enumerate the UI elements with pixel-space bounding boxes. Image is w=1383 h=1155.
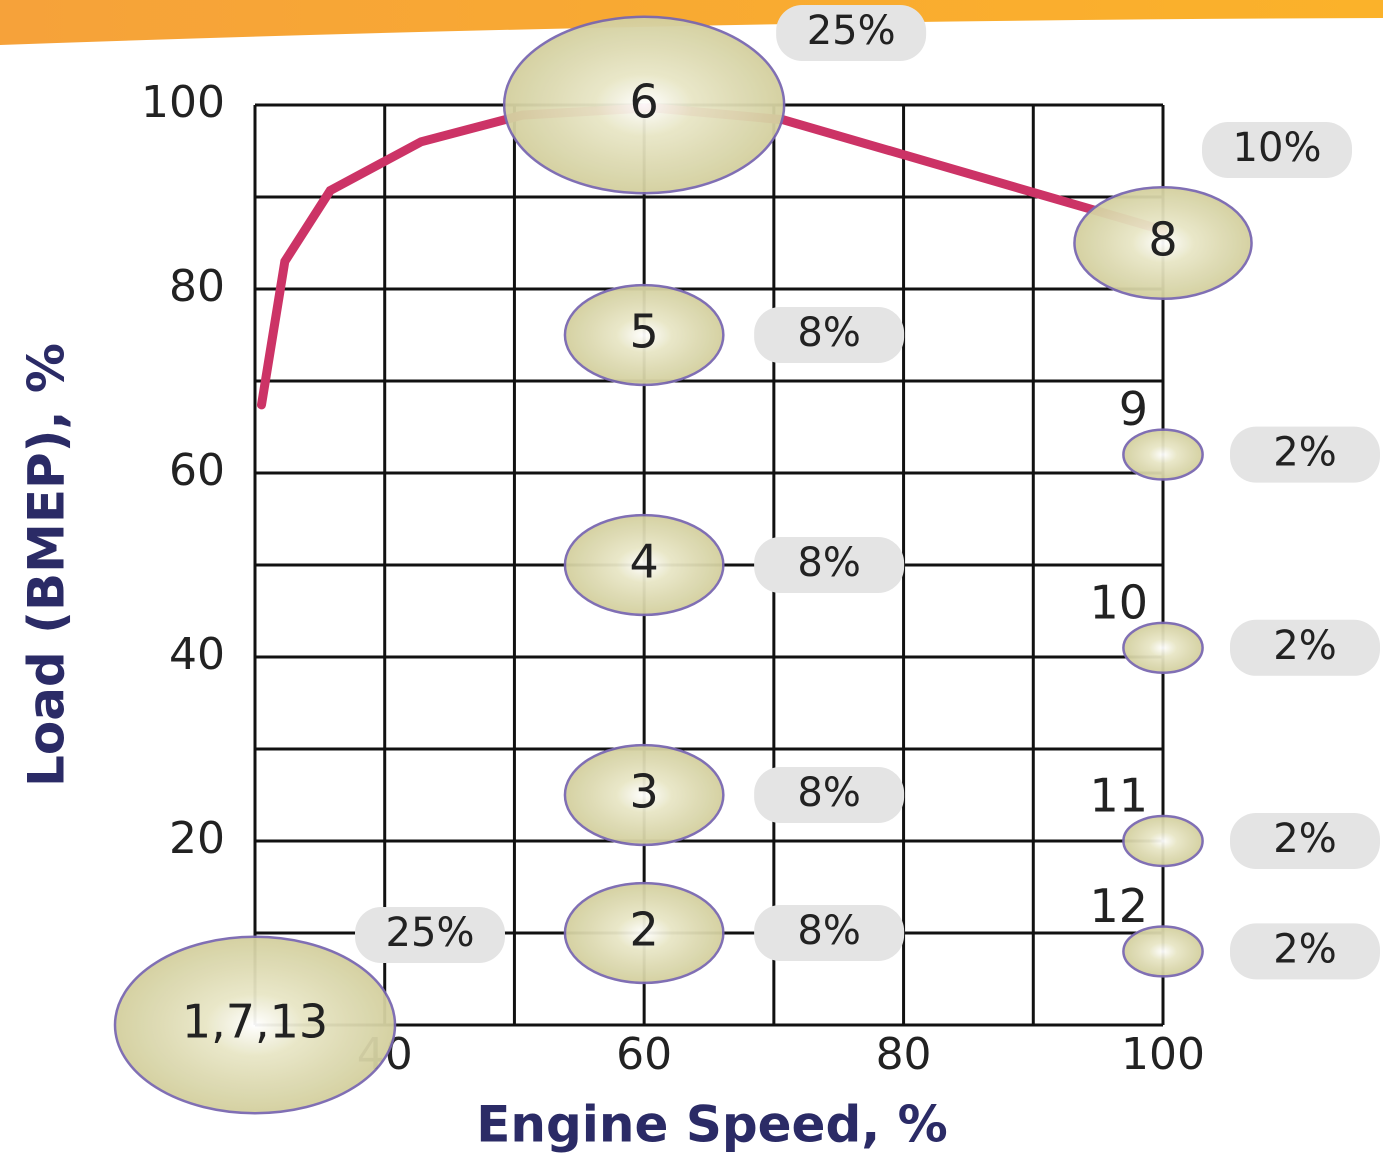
weight-label: 8% (797, 540, 860, 586)
bubble (1073, 185, 1253, 301)
bubble (1122, 428, 1204, 481)
weight-box (776, 5, 927, 61)
mode-label: 9 (1119, 382, 1148, 436)
y-tick-label: 40 (169, 629, 225, 680)
y-tick-label: 60 (169, 445, 225, 496)
bubble (563, 743, 725, 847)
bubble (1122, 925, 1204, 978)
weight-label: 2% (1273, 430, 1336, 476)
weight-label: 25% (807, 8, 896, 54)
mode-label: 10 (1089, 575, 1148, 629)
mode-label: 11 (1089, 769, 1148, 823)
mode-label: 8 (1148, 213, 1177, 267)
weight-box (355, 907, 505, 963)
x-tick-label: 80 (876, 1029, 932, 1080)
bubble (113, 935, 397, 1115)
mode-label: 12 (1089, 879, 1148, 933)
mode-label: 2 (630, 903, 659, 957)
weight-label: 2% (1273, 926, 1336, 972)
bubble (502, 15, 786, 195)
weight-label: 10% (1233, 125, 1322, 171)
mode-label: 1,7,13 (182, 995, 328, 1049)
weight-label: 25% (386, 910, 475, 956)
bubble (1122, 621, 1204, 674)
weight-label: 8% (797, 908, 860, 954)
y-tick-label: 100 (141, 77, 225, 128)
x-tick-label: 100 (1121, 1029, 1205, 1080)
weight-label: 8% (797, 310, 860, 356)
weight-box (1230, 619, 1380, 676)
weight-box (754, 905, 905, 961)
weight-box (1202, 122, 1352, 178)
x-axis-label: Engine Speed, % (476, 1096, 948, 1154)
weight-box (1230, 426, 1380, 483)
x-tick-label: 60 (616, 1029, 672, 1080)
bubble (563, 283, 725, 387)
weight-label: 2% (1273, 623, 1336, 669)
y-axis-label: Load (BMEP), % (18, 343, 76, 787)
weight-box (1230, 923, 1380, 980)
weight-label: 2% (1273, 816, 1336, 862)
bubble (563, 881, 725, 985)
bubble (1122, 814, 1204, 868)
weight-box (754, 537, 905, 593)
weight-box (754, 767, 905, 823)
mode-label: 5 (630, 305, 659, 359)
mode-label: 3 (630, 765, 659, 819)
weight-box (754, 307, 905, 363)
y-tick-label: 20 (169, 813, 225, 864)
y-tick-label: 80 (169, 261, 225, 312)
mode-label: 6 (630, 75, 659, 129)
weight-label: 8% (797, 770, 860, 816)
weight-box (1230, 813, 1380, 869)
mode-label: 4 (630, 535, 659, 589)
bubble (563, 513, 725, 617)
